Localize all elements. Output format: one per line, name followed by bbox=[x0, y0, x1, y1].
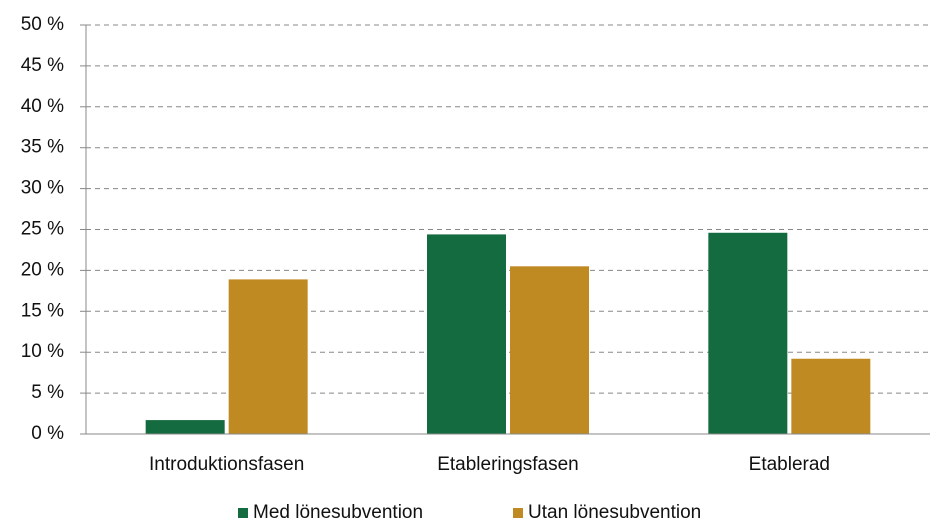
bar bbox=[510, 266, 589, 434]
y-tick-label: 50 % bbox=[21, 14, 64, 35]
y-tick-label: 5 % bbox=[31, 382, 64, 403]
bar bbox=[791, 358, 871, 434]
y-tick-label: 40 % bbox=[21, 96, 64, 117]
x-tick-label: Etablerad bbox=[749, 454, 830, 475]
y-tick-label: 25 % bbox=[21, 219, 64, 240]
y-tick-label: 30 % bbox=[21, 178, 64, 199]
bar bbox=[708, 232, 788, 434]
x-tick-label: Etableringsfasen bbox=[437, 454, 579, 475]
bar bbox=[427, 234, 506, 434]
legend-swatch bbox=[238, 508, 248, 518]
legend-label: Med lönesubvention bbox=[253, 502, 423, 521]
y-tick-label: 0 % bbox=[31, 423, 64, 444]
y-tick-label: 10 % bbox=[21, 341, 64, 362]
legend-label: Utan lönesubvention bbox=[528, 502, 701, 521]
y-tick-label: 20 % bbox=[21, 259, 64, 280]
bar bbox=[145, 420, 225, 434]
y-tick-label: 45 % bbox=[21, 55, 64, 76]
bar bbox=[228, 279, 308, 434]
y-tick-label: 15 % bbox=[21, 300, 64, 321]
legend-swatch bbox=[513, 508, 523, 518]
y-tick-label: 35 % bbox=[21, 137, 64, 158]
x-tick-label: Introduktionsfasen bbox=[149, 454, 304, 475]
